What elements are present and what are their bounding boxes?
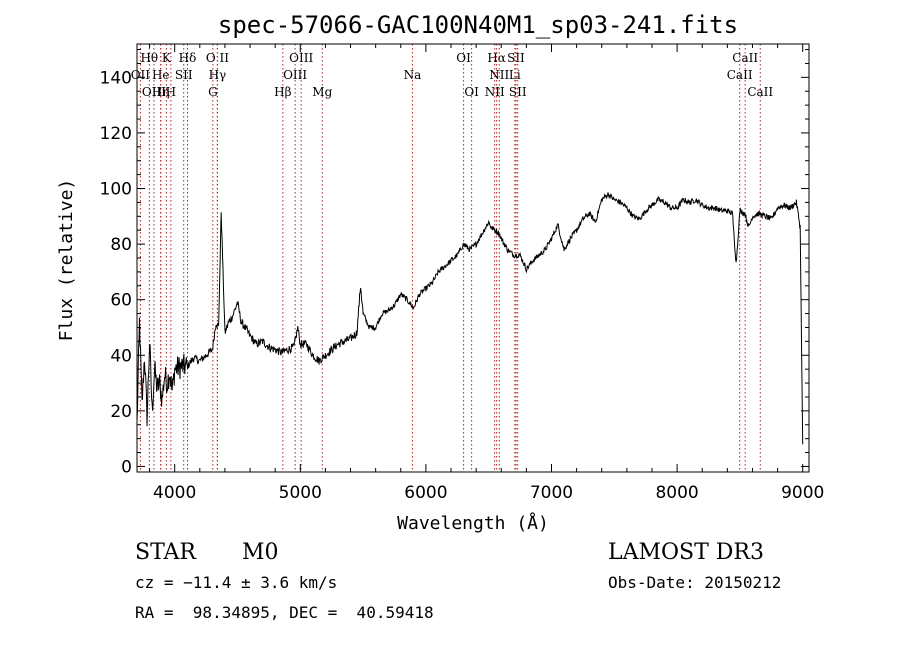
- spectral-line-label: SII: [175, 68, 193, 82]
- y-tick-label: 20: [110, 402, 132, 422]
- spectral-line-label: SII: [509, 85, 527, 99]
- spectral-line-label: G: [208, 85, 218, 99]
- spectral-line-label: K: [162, 51, 172, 65]
- axis-ticks: 4000 5000 6000 7000 8000 9000 0 20 40 60 80 100 120 1…: [100, 44, 824, 503]
- spectral-line-label: NII: [485, 85, 505, 99]
- spectral-line-label: CaII: [747, 85, 773, 99]
- spectral-line-label: OII: [131, 68, 151, 82]
- spectral-line-label: OIII: [142, 85, 166, 99]
- spectral-line-label: O II: [206, 51, 229, 65]
- spectral-line-label: Hθ: [140, 51, 158, 65]
- x-axis-label: Wavelength (Å): [397, 512, 549, 534]
- spectral-line-label: OIII: [289, 51, 313, 65]
- spectral-line-label: SII: [507, 51, 525, 65]
- spectral-line-label: OIII: [283, 68, 307, 82]
- spectral-line-label: Na: [404, 68, 422, 82]
- y-tick-label: 60: [110, 291, 132, 311]
- spectral-line-label: Hδ: [179, 51, 197, 65]
- spectral-line-label: CaII: [727, 68, 753, 82]
- chart-title: spec-57066-GAC100N40M1_sp03-241.fits: [218, 11, 738, 39]
- object-subclass: M0: [242, 540, 279, 565]
- spectral-line-label: Hη: [152, 85, 170, 99]
- x-tick-label: 9000: [781, 483, 824, 503]
- y-tick-label: 40: [110, 346, 132, 366]
- y-tick-label: 80: [110, 235, 132, 255]
- y-tick-label: 120: [100, 124, 132, 144]
- x-tick-label: 7000: [530, 483, 573, 503]
- spectral-line-label: NII: [489, 68, 509, 82]
- spectral-line-label: OI: [456, 51, 471, 65]
- spectral-line-label: He: [152, 68, 170, 82]
- y-axis-label: Flux (relative): [56, 179, 77, 342]
- spectral-line-label: Hα: [487, 51, 506, 65]
- object-class: STAR: [135, 540, 196, 565]
- spectrum-line: [136, 192, 804, 445]
- y-tick-label: 0: [121, 457, 132, 477]
- spectral-line-label: Mg: [312, 85, 332, 99]
- spectral-line-label: Hβ: [274, 85, 291, 99]
- x-tick-label: 4000: [153, 483, 196, 503]
- coordinates: RA = 98.34895, DEC = 40.59418: [135, 603, 434, 622]
- spectral-line-label: H: [166, 85, 176, 99]
- x-tick-label: 6000: [404, 483, 447, 503]
- spectral-line-label: CaII: [732, 51, 758, 65]
- redshift-value: cz = −11.4 ± 3.6 km/s: [135, 573, 338, 592]
- y-tick-label: 140: [100, 68, 132, 88]
- survey-name: LAMOST DR3: [608, 540, 764, 565]
- plot-frame: [136, 43, 810, 473]
- spectral-line-label: OI: [464, 85, 479, 99]
- x-tick-label: 8000: [655, 483, 698, 503]
- spectral-line-label: Hγ: [209, 68, 227, 82]
- spectral-line-label: Li: [509, 68, 521, 82]
- y-tick-label: 100: [100, 180, 132, 200]
- x-tick-label: 5000: [279, 483, 322, 503]
- observation-date: Obs-Date: 20150212: [608, 573, 782, 592]
